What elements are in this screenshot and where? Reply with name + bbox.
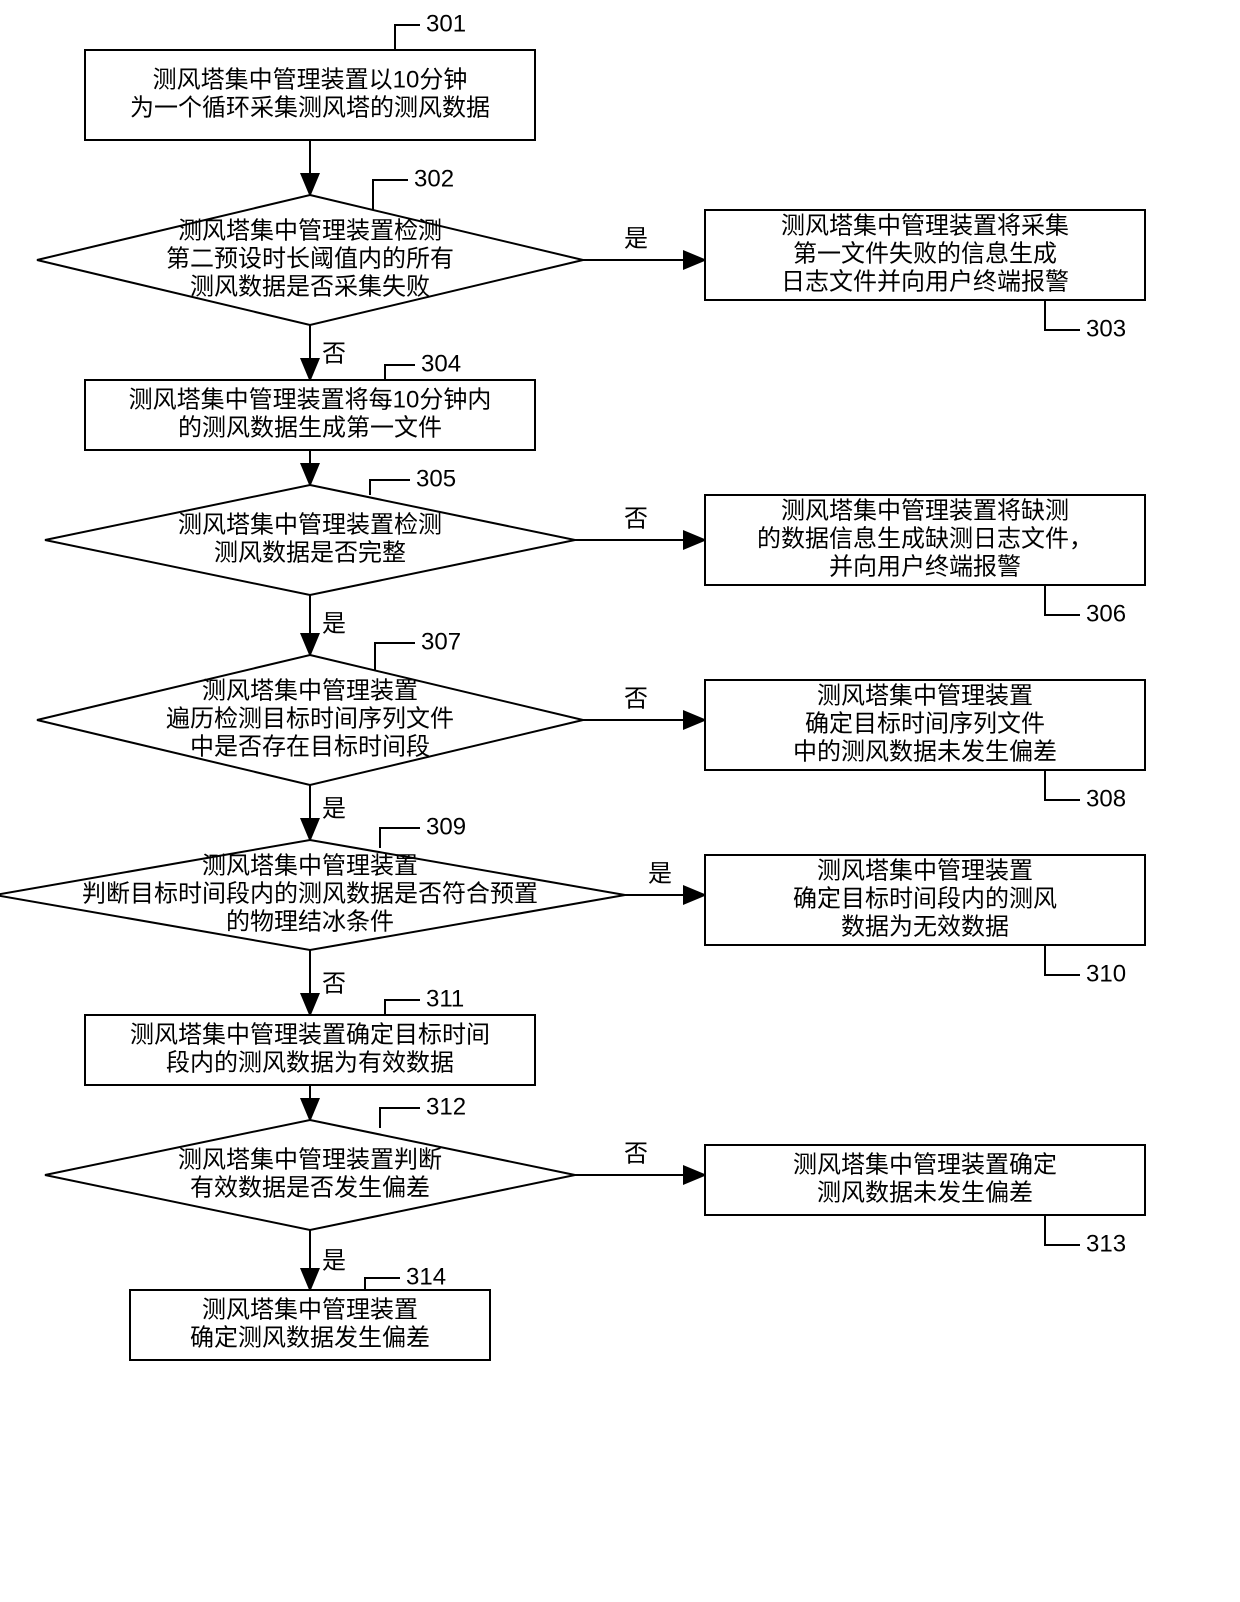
edge-label: 是 <box>624 225 648 252</box>
node-num-n307: 307 <box>421 628 461 655</box>
leader-n302 <box>373 180 408 210</box>
leader-n307 <box>375 643 415 670</box>
node-num-n302: 302 <box>414 165 454 192</box>
flowchart: 是否否是否是是否否是测风塔集中管理装置以10分钟为一个循环采集测风塔的测风数据3… <box>0 0 1240 1602</box>
node-text-n303: 日志文件并向用户终端报警 <box>781 268 1069 295</box>
leader-n305 <box>370 480 410 495</box>
node-text-n310: 测风塔集中管理装置 <box>817 857 1033 884</box>
node-num-n305: 305 <box>416 465 456 492</box>
node-text-n307: 测风塔集中管理装置 <box>202 677 418 704</box>
node-num-n313: 313 <box>1086 1230 1126 1257</box>
node-text-n301: 测风塔集中管理装置以10分钟 <box>153 66 468 93</box>
node-num-n303: 303 <box>1086 315 1126 342</box>
node-text-n313: 测风塔集中管理装置确定 <box>793 1151 1057 1178</box>
edge-label: 是 <box>322 610 346 637</box>
leader-n304 <box>385 365 415 380</box>
leader-n308 <box>1045 770 1080 800</box>
node-text-n302: 测风塔集中管理装置检测 <box>178 217 442 244</box>
leader-n312 <box>380 1108 420 1128</box>
node-text-n309: 测风塔集中管理装置 <box>202 852 418 879</box>
node-text-n313: 测风数据未发生偏差 <box>817 1179 1033 1206</box>
node-text-n309: 的物理结冰条件 <box>226 908 394 935</box>
node-text-n312: 测风塔集中管理装置判断 <box>178 1146 442 1173</box>
leader-n313 <box>1045 1215 1080 1245</box>
edge-label: 否 <box>322 340 346 367</box>
edge-label: 否 <box>624 685 648 712</box>
node-text-n302: 第二预设时长阈值内的所有 <box>166 245 454 272</box>
node-num-n306: 306 <box>1086 600 1126 627</box>
node-text-n307: 中是否存在目标时间段 <box>190 733 430 760</box>
edge-label: 是 <box>648 860 672 887</box>
node-text-n304: 的测风数据生成第一文件 <box>178 414 442 441</box>
node-text-n301: 为一个循环采集测风塔的测风数据 <box>130 94 490 121</box>
node-text-n307: 遍历检测目标时间序列文件 <box>166 705 454 732</box>
node-text-n306: 并向用户终端报警 <box>829 553 1021 580</box>
node-num-n304: 304 <box>421 350 461 377</box>
edge-label: 否 <box>624 1140 648 1167</box>
node-text-n302: 测风数据是否采集失败 <box>190 273 430 300</box>
node-text-n312: 有效数据是否发生偏差 <box>190 1174 430 1201</box>
edge-label: 是 <box>322 1247 346 1274</box>
node-text-n310: 数据为无效数据 <box>841 913 1009 940</box>
leader-n314 <box>365 1278 400 1290</box>
node-text-n305: 测风塔集中管理装置检测 <box>178 511 442 538</box>
node-num-n312: 312 <box>426 1093 466 1120</box>
leader-n306 <box>1045 585 1080 615</box>
node-text-n311: 测风塔集中管理装置确定目标时间 <box>130 1021 490 1048</box>
leader-n311 <box>385 1000 420 1015</box>
node-num-n314: 314 <box>406 1263 446 1290</box>
leader-n309 <box>380 828 420 848</box>
edge-label: 是 <box>322 795 346 822</box>
node-num-n309: 309 <box>426 813 466 840</box>
node-text-n305: 测风数据是否完整 <box>214 539 406 566</box>
node-num-n301: 301 <box>426 10 466 37</box>
edge-label: 否 <box>624 505 648 532</box>
node-text-n310: 确定目标时间段内的测风 <box>793 885 1057 912</box>
node-text-n311: 段内的测风数据为有效数据 <box>166 1049 454 1076</box>
node-num-n308: 308 <box>1086 785 1126 812</box>
node-text-n306: 的数据信息生成缺测日志文件， <box>757 525 1093 552</box>
leader-n303 <box>1045 300 1080 330</box>
node-num-n311: 311 <box>426 985 464 1012</box>
node-text-n309: 判断目标时间段内的测风数据是否符合预置 <box>82 880 538 907</box>
node-text-n303: 第一文件失败的信息生成 <box>793 240 1057 267</box>
node-text-n314: 测风塔集中管理装置 <box>202 1296 418 1323</box>
node-text-n308: 确定目标时间序列文件 <box>805 710 1045 737</box>
leader-n310 <box>1045 945 1080 975</box>
node-text-n303: 测风塔集中管理装置将采集 <box>781 212 1069 239</box>
edge-label: 否 <box>322 970 346 997</box>
leader-n301 <box>395 25 420 50</box>
node-num-n310: 310 <box>1086 960 1126 987</box>
node-text-n308: 中的测风数据未发生偏差 <box>793 738 1057 765</box>
node-text-n304: 测风塔集中管理装置将每10分钟内 <box>129 386 492 413</box>
node-text-n308: 测风塔集中管理装置 <box>817 682 1033 709</box>
node-text-n306: 测风塔集中管理装置将缺测 <box>781 497 1069 524</box>
node-text-n314: 确定测风数据发生偏差 <box>190 1324 430 1351</box>
